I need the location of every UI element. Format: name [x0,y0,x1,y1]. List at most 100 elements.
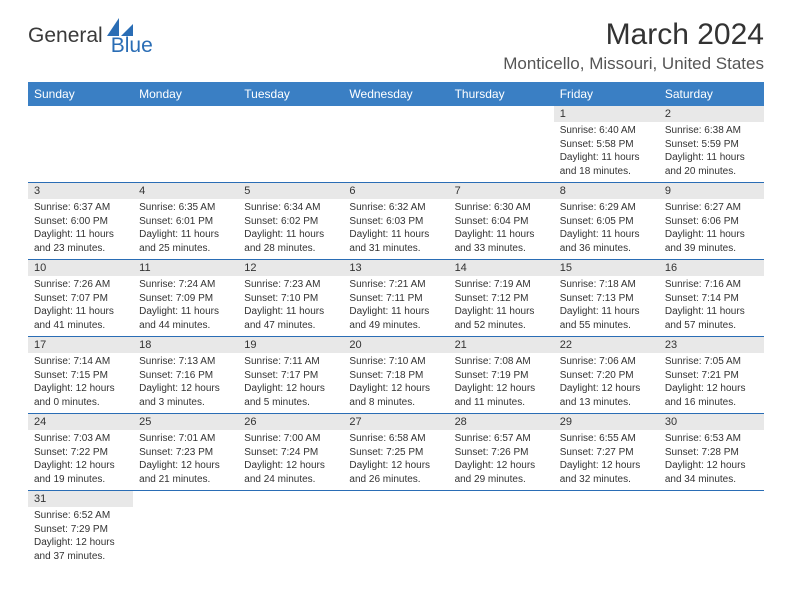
day-content: Sunrise: 7:00 AMSunset: 7:24 PMDaylight:… [238,430,343,490]
sunrise-text: Sunrise: 7:05 AM [665,355,758,369]
day-number: 2 [659,106,764,122]
day-number: 6 [343,183,448,199]
calendar-table: SundayMondayTuesdayWednesdayThursdayFrid… [28,82,764,567]
day-content: Sunrise: 6:30 AMSunset: 6:04 PMDaylight:… [449,199,554,259]
day-number: 13 [343,260,448,276]
day-number: 16 [659,260,764,276]
sunset-text: Sunset: 7:25 PM [349,446,442,460]
daylight-text-1: Daylight: 12 hours [560,459,653,473]
sunset-text: Sunset: 7:23 PM [139,446,232,460]
calendar-body: 1Sunrise: 6:40 AMSunset: 5:58 PMDaylight… [28,106,764,567]
calendar-cell: 15Sunrise: 7:18 AMSunset: 7:13 PMDayligh… [554,260,659,337]
sunset-text: Sunset: 7:18 PM [349,369,442,383]
day-content: Sunrise: 7:23 AMSunset: 7:10 PMDaylight:… [238,276,343,336]
daylight-text-1: Daylight: 12 hours [244,459,337,473]
daylight-text-2: and 33 minutes. [455,242,548,256]
sunrise-text: Sunrise: 7:00 AM [244,432,337,446]
day-content: Sunrise: 7:05 AMSunset: 7:21 PMDaylight:… [659,353,764,413]
sunrise-text: Sunrise: 7:21 AM [349,278,442,292]
daylight-text-1: Daylight: 12 hours [349,382,442,396]
day-content: Sunrise: 6:55 AMSunset: 7:27 PMDaylight:… [554,430,659,490]
calendar-cell [133,491,238,568]
sunrise-text: Sunrise: 7:23 AM [244,278,337,292]
daylight-text-1: Daylight: 12 hours [34,536,127,550]
daylight-text-2: and 36 minutes. [560,242,653,256]
calendar-cell: 21Sunrise: 7:08 AMSunset: 7:19 PMDayligh… [449,337,554,414]
calendar-cell: 30Sunrise: 6:53 AMSunset: 7:28 PMDayligh… [659,414,764,491]
daylight-text-1: Daylight: 11 hours [244,228,337,242]
daylight-text-2: and 24 minutes. [244,473,337,487]
daylight-text-1: Daylight: 12 hours [244,382,337,396]
daylight-text-1: Daylight: 11 hours [665,151,758,165]
day-content: Sunrise: 7:18 AMSunset: 7:13 PMDaylight:… [554,276,659,336]
sunset-text: Sunset: 7:20 PM [560,369,653,383]
day-content: Sunrise: 7:01 AMSunset: 7:23 PMDaylight:… [133,430,238,490]
calendar-cell: 8Sunrise: 6:29 AMSunset: 6:05 PMDaylight… [554,183,659,260]
daylight-text-2: and 18 minutes. [560,165,653,179]
calendar-cell [238,106,343,183]
daylight-text-2: and 3 minutes. [139,396,232,410]
sunrise-text: Sunrise: 7:26 AM [34,278,127,292]
daylight-text-1: Daylight: 12 hours [560,382,653,396]
sunrise-text: Sunrise: 6:37 AM [34,201,127,215]
calendar-cell [343,106,448,183]
day-content: Sunrise: 7:14 AMSunset: 7:15 PMDaylight:… [28,353,133,413]
weekday-header: Tuesday [238,82,343,106]
calendar-cell: 25Sunrise: 7:01 AMSunset: 7:23 PMDayligh… [133,414,238,491]
calendar-cell: 6Sunrise: 6:32 AMSunset: 6:03 PMDaylight… [343,183,448,260]
daylight-text-2: and 34 minutes. [665,473,758,487]
calendar-cell: 24Sunrise: 7:03 AMSunset: 7:22 PMDayligh… [28,414,133,491]
day-content: Sunrise: 6:37 AMSunset: 6:00 PMDaylight:… [28,199,133,259]
calendar-cell [28,106,133,183]
logo: General Blue [28,18,175,48]
daylight-text-1: Daylight: 11 hours [560,151,653,165]
daylight-text-2: and 57 minutes. [665,319,758,333]
calendar-cell: 5Sunrise: 6:34 AMSunset: 6:02 PMDaylight… [238,183,343,260]
sunrise-text: Sunrise: 6:34 AM [244,201,337,215]
daylight-text-1: Daylight: 11 hours [244,305,337,319]
daylight-text-2: and 8 minutes. [349,396,442,410]
sunrise-text: Sunrise: 7:18 AM [560,278,653,292]
daylight-text-1: Daylight: 11 hours [349,228,442,242]
sunset-text: Sunset: 6:03 PM [349,215,442,229]
logo-text-blue: Blue [111,34,153,58]
calendar-cell: 2 Sunrise: 6:38 AMSunset: 5:59 PMDaylight… [659,106,764,183]
sunset-text: Sunset: 7:21 PM [665,369,758,383]
sunset-text: Sunset: 5:59 PM [665,138,758,152]
daylight-text-1: Daylight: 12 hours [665,382,758,396]
sunset-text: Sunset: 7:28 PM [665,446,758,460]
sunset-text: Sunset: 7:15 PM [34,369,127,383]
sunrise-text: Sunrise: 7:10 AM [349,355,442,369]
daylight-text-1: Daylight: 12 hours [34,382,127,396]
sunrise-text: Sunrise: 7:24 AM [139,278,232,292]
calendar-cell: 23Sunrise: 7:05 AMSunset: 7:21 PMDayligh… [659,337,764,414]
calendar-cell: 31Sunrise: 6:52 AMSunset: 7:29 PMDayligh… [28,491,133,568]
sunset-text: Sunset: 7:24 PM [244,446,337,460]
sunset-text: Sunset: 7:12 PM [455,292,548,306]
day-number: 30 [659,414,764,430]
day-number: 8 [554,183,659,199]
day-content: Sunrise: 7:16 AMSunset: 7:14 PMDaylight:… [659,276,764,336]
daylight-text-1: Daylight: 12 hours [665,459,758,473]
calendar-cell [449,491,554,568]
day-content: Sunrise: 6:57 AMSunset: 7:26 PMDaylight:… [449,430,554,490]
sunset-text: Sunset: 6:01 PM [139,215,232,229]
day-number: 22 [554,337,659,353]
daylight-text-1: Daylight: 11 hours [349,305,442,319]
location: Monticello, Missouri, United States [503,54,764,74]
sunset-text: Sunset: 6:04 PM [455,215,548,229]
sunrise-text: Sunrise: 7:06 AM [560,355,653,369]
calendar-cell: 11Sunrise: 7:24 AMSunset: 7:09 PMDayligh… [133,260,238,337]
day-number: 31 [28,491,133,507]
daylight-text-2: and 11 minutes. [455,396,548,410]
calendar-cell: 4Sunrise: 6:35 AMSunset: 6:01 PMDaylight… [133,183,238,260]
calendar-cell: 22 Sunrise: 7:06 AMSunset: 7:20 PMDayligh… [554,337,659,414]
sunrise-text: Sunrise: 6:38 AM [665,124,758,138]
weekday-header: Friday [554,82,659,106]
daylight-text-1: Daylight: 11 hours [34,228,127,242]
weekday-header: Monday [133,82,238,106]
calendar-cell: 26Sunrise: 7:00 AMSunset: 7:24 PMDayligh… [238,414,343,491]
calendar-cell: 1Sunrise: 6:40 AMSunset: 5:58 PMDaylight… [554,106,659,183]
calendar-cell [554,491,659,568]
day-number: 24 [28,414,133,430]
